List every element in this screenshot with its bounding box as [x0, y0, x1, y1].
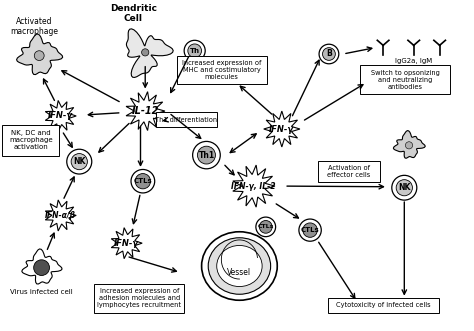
- Ellipse shape: [184, 40, 205, 61]
- Ellipse shape: [392, 175, 417, 200]
- Text: NK: NK: [73, 157, 85, 166]
- Text: B: B: [326, 50, 332, 59]
- Text: Th1 differentiation: Th1 differentiation: [155, 117, 218, 122]
- Text: IFN-γ: IFN-γ: [114, 239, 139, 248]
- Text: IFN-γ, IL-2: IFN-γ, IL-2: [231, 182, 276, 191]
- Polygon shape: [22, 249, 62, 284]
- Text: Activation of
effector cells: Activation of effector cells: [328, 165, 371, 178]
- Ellipse shape: [405, 142, 413, 149]
- Text: IgG2a, IgM: IgG2a, IgM: [395, 58, 432, 64]
- FancyBboxPatch shape: [94, 284, 184, 313]
- Text: Increased expression of
MHC and costimulatory
molecules: Increased expression of MHC and costimul…: [182, 60, 262, 80]
- FancyBboxPatch shape: [361, 66, 450, 94]
- FancyBboxPatch shape: [318, 161, 380, 182]
- Polygon shape: [393, 131, 425, 158]
- Polygon shape: [46, 101, 76, 131]
- Text: CTLs: CTLs: [301, 227, 319, 233]
- Ellipse shape: [256, 217, 275, 237]
- Ellipse shape: [396, 180, 412, 196]
- Ellipse shape: [303, 223, 318, 237]
- Text: IL-12: IL-12: [131, 106, 159, 116]
- Ellipse shape: [217, 246, 262, 287]
- Text: Increased expression of
adhesion molecules and
lymphocytes recruitment: Increased expression of adhesion molecul…: [97, 288, 182, 308]
- Polygon shape: [111, 228, 142, 259]
- Ellipse shape: [299, 219, 321, 241]
- Ellipse shape: [198, 146, 216, 164]
- Ellipse shape: [188, 44, 201, 58]
- Ellipse shape: [201, 232, 277, 300]
- Text: Dendritic
Cell: Dendritic Cell: [110, 4, 157, 23]
- Ellipse shape: [259, 220, 272, 233]
- Text: NK, DC and
macrophage
activation: NK, DC and macrophage activation: [9, 130, 53, 150]
- Text: IFN-α/β: IFN-α/β: [45, 211, 76, 220]
- Ellipse shape: [131, 169, 155, 193]
- Polygon shape: [233, 165, 275, 207]
- Text: CTLs: CTLs: [134, 178, 152, 184]
- Ellipse shape: [71, 154, 87, 170]
- Text: Switch to opsonizing
and neutralizing
antibodies: Switch to opsonizing and neutralizing an…: [371, 70, 440, 90]
- Ellipse shape: [319, 44, 339, 64]
- Polygon shape: [17, 34, 63, 74]
- Text: IFN-γ: IFN-γ: [48, 112, 73, 120]
- Text: IFN-γ: IFN-γ: [269, 124, 294, 133]
- Text: Vessel: Vessel: [228, 268, 252, 277]
- Polygon shape: [46, 200, 76, 231]
- Text: Th: Th: [190, 48, 200, 54]
- Text: Virus infected cell: Virus infected cell: [10, 289, 73, 295]
- Text: Activated
macrophage: Activated macrophage: [10, 17, 58, 36]
- Ellipse shape: [322, 48, 335, 60]
- Ellipse shape: [135, 173, 151, 189]
- Polygon shape: [127, 29, 173, 77]
- FancyBboxPatch shape: [2, 125, 59, 156]
- FancyBboxPatch shape: [177, 56, 267, 84]
- Ellipse shape: [192, 141, 220, 169]
- FancyBboxPatch shape: [328, 298, 439, 313]
- Ellipse shape: [34, 51, 44, 61]
- Text: NK: NK: [398, 183, 410, 192]
- Ellipse shape: [208, 238, 271, 294]
- Polygon shape: [126, 92, 165, 130]
- Ellipse shape: [34, 260, 49, 275]
- Ellipse shape: [142, 49, 149, 56]
- FancyBboxPatch shape: [155, 113, 217, 127]
- Text: Th1: Th1: [199, 151, 215, 160]
- Text: CTLs: CTLs: [257, 224, 274, 229]
- Ellipse shape: [67, 149, 92, 174]
- Polygon shape: [264, 111, 300, 147]
- Text: Cytotoxicity of infected cells: Cytotoxicity of infected cells: [336, 303, 430, 308]
